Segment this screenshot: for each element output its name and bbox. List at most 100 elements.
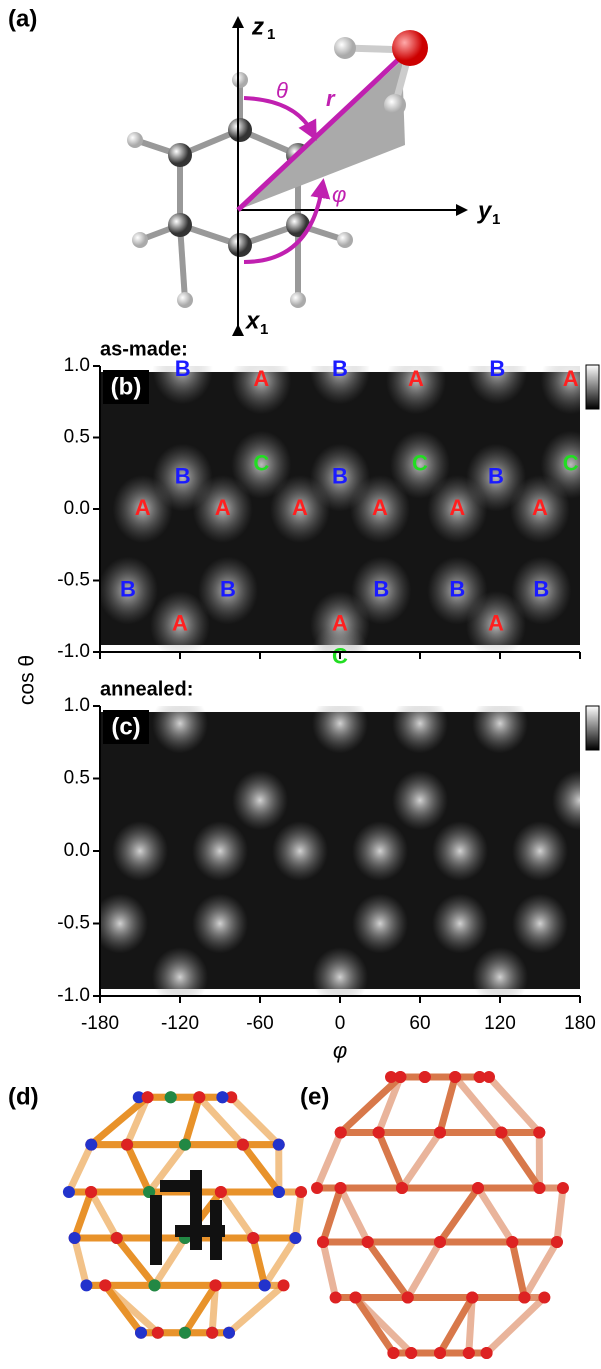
intensity-spot [511, 556, 572, 625]
panel-label: (e) [300, 1083, 329, 1110]
intensity-spot [472, 947, 528, 996]
cage-bond [145, 1141, 189, 1196]
intensity-spot [512, 893, 568, 954]
water [334, 30, 428, 116]
intensity-spot [352, 821, 408, 881]
cage-bond [483, 1294, 548, 1357]
cage-atom [272, 1138, 285, 1151]
x-axis-label: φ [333, 1038, 347, 1063]
site-label: A [449, 495, 465, 520]
panel-label: (a) [8, 5, 37, 32]
cage-atom [135, 1326, 148, 1339]
site-label: A [372, 495, 388, 520]
cage-bond [465, 1294, 476, 1357]
intensity-spot [272, 821, 328, 881]
cage-atom [258, 1279, 271, 1292]
cage-atom [434, 1347, 446, 1359]
cage-bond [71, 1188, 95, 1242]
cage-bond [508, 1238, 528, 1301]
x-tick-label: -180 [81, 1013, 119, 1034]
cage-atom [550, 1236, 563, 1248]
intensity-spot [472, 706, 528, 754]
cage-atom [533, 1126, 546, 1139]
cage-atom [418, 1071, 431, 1083]
cage-bond [101, 1281, 162, 1337]
cage-atom [148, 1279, 161, 1292]
intensity-spot [231, 430, 292, 499]
cage-atom [99, 1279, 112, 1292]
site-label: A [408, 366, 424, 391]
cage-atom [334, 1126, 347, 1139]
cage-atom [68, 1232, 81, 1245]
site-label: A [215, 495, 231, 520]
site-label: B [488, 463, 504, 488]
cage-bond [337, 1184, 372, 1246]
intensity-spot [432, 893, 488, 954]
cage-bond [436, 1294, 476, 1357]
panel-label-bg [103, 710, 149, 744]
cage-atom [480, 1347, 493, 1359]
x-tick-label: -120 [161, 1013, 199, 1034]
cage-atom [473, 1071, 486, 1083]
y-axis-label: cos θ [16, 655, 39, 705]
intensity-spot [386, 366, 446, 415]
cage-atom [247, 1232, 260, 1245]
cage-bond [319, 1238, 340, 1301]
y-tick-label: 1.0 [64, 355, 90, 376]
intensity-spot [152, 947, 208, 996]
cage-bond [123, 1093, 152, 1149]
phi-label: φ [332, 182, 346, 207]
intensity-spot [100, 893, 148, 954]
cage-bond [225, 1281, 288, 1337]
site-label: B [175, 463, 191, 488]
theta-label: θ [276, 78, 288, 103]
cage-atom [394, 1071, 407, 1083]
intensity-spot [152, 366, 213, 405]
theta-arc [243, 96, 317, 141]
cage-atom [85, 1138, 98, 1151]
cage-bond [65, 1141, 95, 1196]
colorbar [585, 705, 600, 751]
cage-atom [317, 1236, 330, 1248]
heatmap [100, 706, 580, 996]
y-tick-label: 0.0 [64, 840, 90, 861]
panel-label: (c) [111, 713, 140, 740]
z-label: z [251, 13, 264, 40]
cage-atom [387, 1347, 400, 1359]
site-label: A [563, 366, 579, 391]
cage-bond [337, 1073, 404, 1136]
cage-atom [143, 1185, 156, 1198]
cage-bond [451, 1073, 505, 1136]
cage-atom [396, 1182, 409, 1194]
cage-bond [87, 1093, 152, 1149]
intensity-spot [540, 366, 580, 415]
intensity-spot [467, 366, 528, 405]
site-label: B [489, 356, 505, 381]
intensity-spot [152, 706, 208, 754]
cage-atom [462, 1347, 475, 1359]
cage-atom [372, 1126, 385, 1139]
intensity-spot [231, 366, 292, 415]
cage-bond [261, 1234, 299, 1289]
cage-atom [164, 1091, 177, 1104]
cage-atom [533, 1182, 546, 1194]
x-label: x [244, 307, 261, 334]
intensity-spot [392, 770, 448, 831]
cage-bond [520, 1238, 561, 1301]
cage-bond [291, 1188, 305, 1242]
cage-atom [277, 1279, 290, 1292]
intensity-spot [112, 475, 173, 543]
intensity-spot [350, 475, 410, 543]
cage-atom [506, 1236, 519, 1248]
panel-label-bg [103, 370, 149, 404]
cage-bond [123, 1141, 153, 1196]
intensity-spot [510, 475, 570, 543]
site-label: B [120, 576, 136, 601]
intensity-spot [466, 590, 526, 652]
cage-bond [436, 1184, 482, 1246]
intensity-spot [552, 770, 580, 831]
intensity-spot [310, 366, 370, 405]
cage-bond [375, 1073, 404, 1136]
intensity-spot [232, 770, 288, 831]
cage-atom [449, 1071, 462, 1083]
